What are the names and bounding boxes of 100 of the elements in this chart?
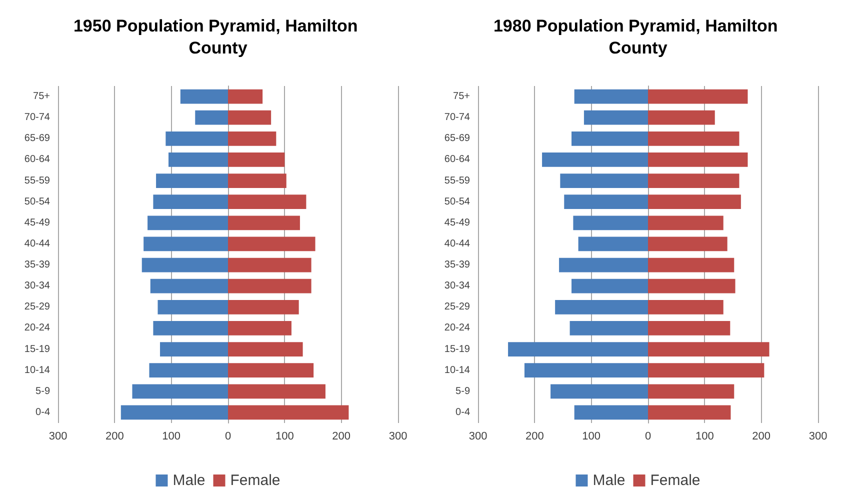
bar: [195, 110, 228, 125]
y-tick-label: 10-14: [24, 364, 50, 376]
bar: [148, 216, 228, 230]
y-tick-label: 0-4: [36, 406, 50, 418]
y-tick-label: 5-9: [36, 386, 50, 397]
bar: [158, 300, 228, 314]
bar: [648, 236, 728, 252]
legend-label: Male: [172, 472, 206, 489]
bar: [228, 131, 276, 146]
bar: [564, 194, 648, 210]
bar: [120, 405, 228, 420]
legend-label: Female: [650, 472, 700, 489]
bar: [648, 110, 715, 125]
bar: [648, 342, 770, 356]
bar: [228, 342, 303, 356]
bar: [228, 363, 314, 378]
y-tick-label: 15-19: [24, 344, 50, 355]
bar: [555, 300, 648, 314]
bar: [228, 110, 272, 125]
bar: [648, 194, 741, 210]
bar: [153, 321, 228, 336]
bar: [570, 321, 648, 336]
bar: [648, 258, 734, 272]
legend-label: Female: [230, 472, 280, 489]
bar: [144, 236, 228, 252]
y-tick-label: 45-49: [24, 217, 50, 228]
x-tick-label: 200: [105, 430, 124, 442]
bar: [228, 405, 349, 420]
bar: [648, 89, 748, 104]
y-tick-label: 65-69: [444, 133, 470, 144]
bar: [228, 174, 286, 188]
y-tick-label: 60-64: [24, 154, 50, 166]
bar: [508, 342, 648, 356]
y-tick-label: 60-64: [444, 154, 470, 166]
bar: [572, 131, 648, 146]
bar: [142, 258, 228, 272]
bar: [228, 278, 312, 294]
y-tick-label: 20-24: [24, 322, 50, 334]
bar: [648, 152, 748, 167]
x-tick-label: 200: [525, 430, 544, 442]
y-tick-label: 30-34: [444, 280, 470, 292]
y-tick-label: 20-24: [444, 322, 470, 334]
x-tick-label: 0: [224, 430, 232, 442]
y-tick-label: 0-4: [456, 406, 470, 418]
y-tick-label: 55-59: [24, 175, 50, 186]
x-tick-label: 100: [162, 430, 181, 442]
x-tick-label: 300: [468, 430, 488, 442]
bar: [648, 174, 740, 188]
bar: [228, 216, 300, 230]
bar: [228, 384, 326, 399]
y-tick-label: 50-54: [444, 196, 470, 208]
bar: [559, 258, 648, 272]
bar: [574, 405, 648, 420]
x-tick-label: 300: [48, 430, 68, 442]
bar: [228, 194, 306, 210]
x-tick-label: 100: [695, 430, 714, 442]
bar: [560, 174, 648, 188]
bar: [166, 131, 228, 146]
y-tick-label: 50-54: [24, 196, 50, 208]
bar: [228, 152, 285, 167]
y-tick-label: 75+: [33, 91, 50, 102]
y-tick-label: 65-69: [24, 133, 50, 144]
x-tick-label: 100: [275, 430, 294, 442]
bar: [542, 152, 648, 167]
bar: [648, 321, 730, 336]
bar: [648, 216, 724, 230]
y-tick-label: 40-44: [24, 238, 50, 250]
y-tick-label: 35-39: [24, 260, 50, 271]
bar: [153, 194, 228, 210]
y-tick-label: 45-49: [444, 217, 470, 228]
legend-label: Male: [592, 472, 626, 489]
bar: [584, 110, 648, 125]
y-tick-label: 5-9: [456, 386, 470, 397]
y-tick-label: 30-34: [24, 280, 50, 292]
x-tick-label: 300: [808, 430, 828, 442]
bar: [132, 384, 228, 399]
bar: [524, 363, 648, 378]
y-tick-label: 25-29: [24, 302, 50, 313]
bar: [160, 342, 228, 356]
x-tick-label: 200: [752, 430, 771, 442]
bar: [180, 89, 228, 104]
y-tick-label: 25-29: [444, 302, 470, 313]
bar: [149, 363, 228, 378]
bar: [228, 236, 316, 252]
bar: [648, 278, 736, 294]
bar: [228, 321, 292, 336]
x-tick-label: 200: [332, 430, 351, 442]
y-tick-label: 70-74: [24, 112, 50, 124]
chart-title: 1950 Population Pyramid, Hamilton County: [73, 16, 363, 58]
y-tick-label: 70-74: [444, 112, 470, 124]
bar: [648, 300, 724, 314]
bar: [228, 258, 312, 272]
y-tick-label: 55-59: [444, 175, 470, 186]
y-tick-label: 40-44: [444, 238, 470, 250]
bar: [228, 89, 263, 104]
y-tick-label: 15-19: [444, 344, 470, 355]
bar: [168, 152, 228, 167]
bar: [648, 131, 740, 146]
bar: [572, 278, 648, 294]
x-tick-label: 300: [388, 430, 408, 442]
